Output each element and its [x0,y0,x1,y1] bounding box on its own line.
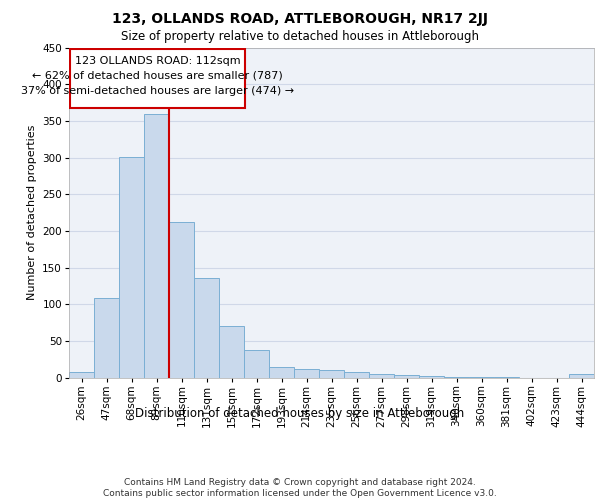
Text: Size of property relative to detached houses in Attleborough: Size of property relative to detached ho… [121,30,479,43]
Bar [119,157,144,378]
Bar [319,370,344,378]
Bar [169,222,194,378]
Bar [144,114,169,378]
Text: 123, OLLANDS ROAD, ATTLEBOROUGH, NR17 2JJ: 123, OLLANDS ROAD, ATTLEBOROUGH, NR17 2J… [112,12,488,26]
Text: 37% of semi-detached houses are larger (474) →: 37% of semi-detached houses are larger (… [21,86,295,96]
Text: Distribution of detached houses by size in Attleborough: Distribution of detached houses by size … [136,408,464,420]
Bar [444,377,469,378]
Bar [494,377,519,378]
Bar [394,376,419,378]
Bar [569,374,594,378]
Bar [244,350,269,378]
Text: 123 OLLANDS ROAD: 112sqm: 123 OLLANDS ROAD: 112sqm [75,56,241,66]
Bar [269,367,294,378]
FancyBboxPatch shape [70,49,245,108]
Bar [294,368,319,378]
Bar [94,298,119,378]
Bar [369,374,394,378]
Bar [219,326,244,378]
Bar [469,377,494,378]
Text: Contains HM Land Registry data © Crown copyright and database right 2024.
Contai: Contains HM Land Registry data © Crown c… [103,478,497,498]
Text: ← 62% of detached houses are smaller (787): ← 62% of detached houses are smaller (78… [32,70,283,81]
Bar [194,278,219,378]
Bar [344,372,369,378]
Y-axis label: Number of detached properties: Number of detached properties [27,125,37,300]
Bar [419,376,444,378]
Bar [69,372,94,378]
